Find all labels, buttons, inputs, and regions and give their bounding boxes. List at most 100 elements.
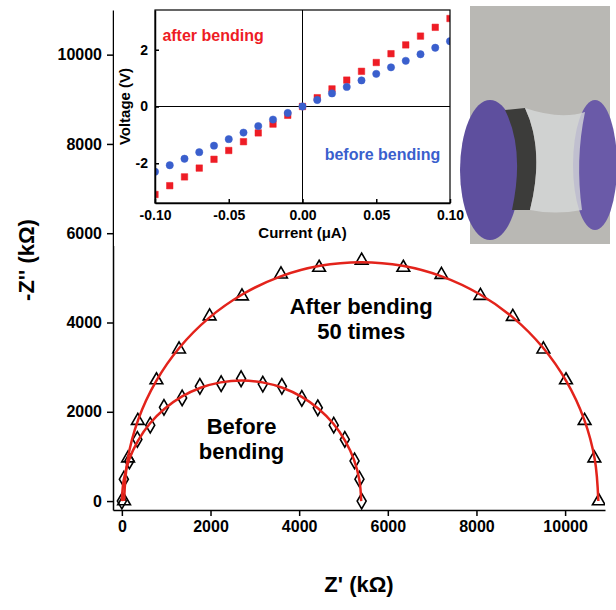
tick-label: 2000	[66, 403, 102, 420]
annotation: After bending50 times	[290, 294, 433, 344]
marker	[388, 50, 394, 56]
tick-label: 10000	[58, 46, 103, 63]
inset-background	[114, 6, 468, 246]
marker	[344, 77, 350, 83]
marker	[269, 116, 276, 123]
tick-mark	[376, 199, 378, 203]
tick-label: 0.00	[289, 207, 316, 223]
tick: 4000	[66, 314, 113, 331]
tick: 10000	[58, 46, 114, 63]
marker	[432, 44, 439, 51]
tick: -0.05	[213, 199, 245, 223]
marker	[417, 33, 423, 39]
tick-label: 6000	[371, 518, 407, 535]
tick: 6000	[371, 510, 407, 535]
tick: 0.05	[363, 199, 390, 223]
tick-label: 6000	[66, 225, 102, 242]
tick: 0.10	[437, 199, 464, 223]
tick-mark	[155, 106, 159, 108]
tick-label: 0	[93, 493, 102, 510]
x-axis-title: Current (μA)	[258, 224, 346, 241]
tick: 0	[93, 493, 113, 510]
tick-mark	[302, 199, 304, 203]
tick-label: -0.05	[213, 207, 245, 223]
tick-mark	[107, 233, 113, 235]
tick-mark	[210, 510, 212, 516]
tick: 0	[140, 98, 159, 114]
frame	[155, 10, 450, 203]
marker	[240, 138, 246, 144]
marker	[166, 162, 173, 169]
marker	[240, 129, 247, 136]
tick: 2000	[66, 403, 113, 420]
tick-label: 8000	[66, 136, 102, 153]
annotation: before bending	[325, 146, 441, 163]
marker	[211, 156, 217, 162]
marker	[299, 103, 305, 109]
marker	[328, 90, 335, 97]
marker	[284, 109, 291, 116]
tick-label: 10000	[543, 518, 588, 535]
tick-mark	[155, 163, 159, 165]
axis-line	[114, 510, 606, 512]
marker	[387, 64, 394, 71]
figure: 0 2000 4000 6000 8000 10000 0 2000 4000 6000 8000 1…	[0, 0, 616, 610]
tick-label: 4000	[282, 518, 318, 535]
marker	[373, 70, 380, 77]
iv-inset: -0.10 -0.05 0.00 0.05 0.10 -2 0 2 Current (μA) Vo…	[116, 10, 465, 241]
marker	[237, 371, 246, 387]
tick-label: 2000	[193, 518, 229, 535]
marker	[255, 130, 261, 136]
tick-mark	[450, 199, 452, 203]
marker	[358, 68, 364, 74]
x-axis: 0 2000 4000 6000 8000 10000	[114, 510, 606, 535]
tick: 2000	[193, 510, 229, 535]
marker	[181, 174, 187, 180]
marker	[358, 77, 365, 84]
tick-mark	[565, 510, 567, 516]
annotation: Beforebending	[199, 414, 285, 464]
tick-mark	[107, 322, 113, 324]
tick: 8000	[66, 136, 113, 153]
marker	[299, 103, 306, 110]
tick-label: -0.10	[140, 207, 172, 223]
tick-mark	[107, 412, 113, 414]
marker	[343, 83, 350, 90]
marker	[196, 165, 202, 171]
x-axis: -0.10 -0.05 0.00 0.05 0.10	[140, 199, 465, 223]
marker	[417, 51, 424, 58]
tick: 0	[118, 510, 127, 535]
tick-mark	[122, 510, 124, 516]
photo	[460, 6, 616, 244]
tick-label: 4000	[66, 314, 102, 331]
tick: 2	[140, 42, 159, 58]
photo-substrate	[525, 108, 585, 213]
tick: 4000	[282, 510, 318, 535]
y-axis-title: -Z'' (kΩ)	[14, 219, 39, 301]
tick-mark	[107, 144, 113, 146]
marker	[167, 182, 173, 188]
tick-label: 0.05	[363, 207, 390, 223]
tick: 0.00	[289, 199, 316, 223]
marker	[225, 135, 232, 142]
tick-label: 0	[140, 98, 148, 114]
tick: 8000	[459, 510, 495, 535]
annotation: after bending	[162, 27, 263, 44]
tick-mark	[476, 510, 478, 516]
plot-area	[117, 253, 605, 509]
tick-label: -2	[136, 155, 149, 171]
tick-mark	[155, 49, 159, 51]
tick-mark	[107, 54, 113, 56]
tick-mark	[107, 501, 113, 503]
marker	[403, 42, 409, 48]
marker	[181, 155, 188, 162]
tick: 10000	[543, 510, 588, 535]
x-axis-title: Z' (kΩ)	[324, 572, 393, 597]
marker	[402, 57, 409, 64]
marker	[373, 59, 379, 65]
marker	[210, 142, 217, 149]
tick-label: 8000	[459, 518, 495, 535]
y-axis: 0 2000 4000 6000 8000 10000	[58, 11, 114, 511]
y-axis-title: Voltage (V)	[116, 68, 133, 145]
marker	[314, 96, 321, 103]
